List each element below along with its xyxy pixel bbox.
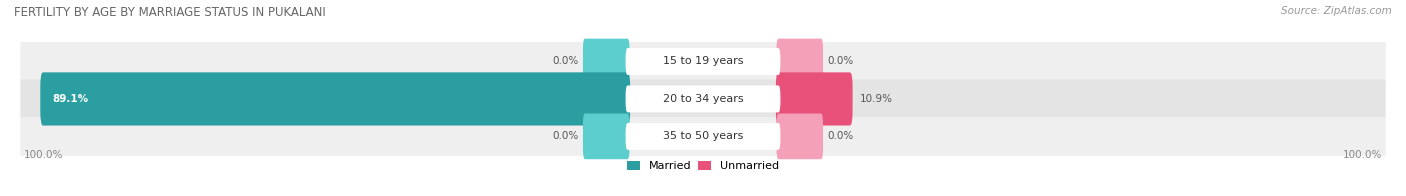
- FancyBboxPatch shape: [776, 72, 852, 125]
- FancyBboxPatch shape: [626, 123, 780, 150]
- FancyBboxPatch shape: [583, 113, 630, 159]
- Text: 0.0%: 0.0%: [553, 131, 578, 141]
- Text: 89.1%: 89.1%: [53, 94, 89, 104]
- Legend: Married, Unmarried: Married, Unmarried: [621, 156, 785, 176]
- FancyBboxPatch shape: [776, 39, 823, 84]
- FancyBboxPatch shape: [583, 39, 630, 84]
- Text: 0.0%: 0.0%: [828, 131, 853, 141]
- FancyBboxPatch shape: [20, 42, 1386, 81]
- FancyBboxPatch shape: [776, 113, 823, 159]
- Text: 100.0%: 100.0%: [1343, 150, 1382, 160]
- Text: 35 to 50 years: 35 to 50 years: [662, 131, 744, 141]
- FancyBboxPatch shape: [626, 85, 780, 113]
- FancyBboxPatch shape: [41, 72, 630, 125]
- FancyBboxPatch shape: [20, 117, 1386, 156]
- FancyBboxPatch shape: [626, 48, 780, 75]
- Text: 15 to 19 years: 15 to 19 years: [662, 56, 744, 66]
- Text: 0.0%: 0.0%: [553, 56, 578, 66]
- FancyBboxPatch shape: [20, 79, 1386, 118]
- Text: 20 to 34 years: 20 to 34 years: [662, 94, 744, 104]
- Text: 0.0%: 0.0%: [828, 56, 853, 66]
- Text: 100.0%: 100.0%: [24, 150, 63, 160]
- Text: Source: ZipAtlas.com: Source: ZipAtlas.com: [1281, 6, 1392, 16]
- Text: 10.9%: 10.9%: [860, 94, 893, 104]
- Text: FERTILITY BY AGE BY MARRIAGE STATUS IN PUKALANI: FERTILITY BY AGE BY MARRIAGE STATUS IN P…: [14, 6, 326, 19]
